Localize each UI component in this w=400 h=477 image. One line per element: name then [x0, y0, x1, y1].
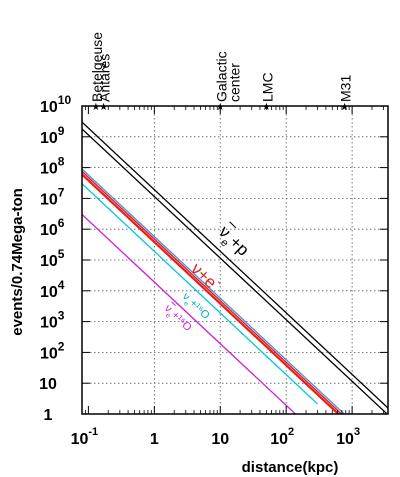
series-line-nu-e-blue — [82, 168, 346, 414]
y-tick-base: 1 — [44, 407, 53, 424]
x-tick-label: 10-1 — [71, 426, 99, 448]
x-tick-exponent: 3 — [354, 426, 360, 438]
y-tick-base: 10 — [40, 222, 58, 239]
marker-star-3: ★ — [262, 102, 271, 113]
y-tick-exponent: 10 — [58, 93, 72, 107]
y-tick-label: 1 — [44, 407, 53, 424]
x-tick-exponent: 2 — [288, 426, 294, 438]
y-tick-label: 106 — [40, 216, 65, 239]
marker-label-0: Betelgeuse — [89, 32, 105, 102]
y-tick-exponent: 4 — [58, 278, 65, 292]
marker-label-3: LMC — [259, 72, 275, 102]
x-axis-label: distance(kpc) — [242, 459, 339, 476]
label-nuebar-o16-rest: +¹⁶O — [169, 309, 194, 334]
series-layer — [82, 121, 388, 414]
y-tick-base: 10 — [40, 161, 58, 178]
marker-star-4: ★ — [340, 102, 349, 113]
label-nue-o16-sub: e — [182, 299, 190, 308]
grid — [82, 106, 388, 414]
series-line-nu-e-red-b — [82, 170, 343, 414]
x-tick-label: 1 — [150, 431, 159, 448]
series-line-nuebar-p-lower — [82, 128, 388, 414]
x-tick-label: 103 — [336, 426, 360, 448]
y-tick-label: 1010 — [40, 93, 71, 116]
x-tick-base: 1 — [150, 431, 159, 448]
marker-star-1: ★ — [99, 102, 108, 113]
y-tick-label: 105 — [40, 247, 65, 270]
x-tick-base: 10 — [211, 431, 229, 448]
label-nuebar-p-text: νe+p — [212, 222, 253, 263]
y-tick-base: 10 — [40, 315, 58, 332]
y-tick-base: 10 — [40, 191, 58, 208]
marker-label-1: Antares — [97, 54, 113, 102]
label-nuebar-p-bar — [229, 221, 237, 229]
x-tick-label: 10 — [211, 431, 229, 448]
x-tick-label: 102 — [270, 426, 294, 448]
marker-label-2: center — [226, 63, 242, 102]
y-tick-base: 10 — [40, 130, 58, 147]
y-axis-label: events/0.74Mega-ton — [9, 188, 26, 336]
y-tick-label: 103 — [40, 309, 65, 332]
y-tick-label: 104 — [40, 278, 65, 301]
y-tick-exponent: 9 — [58, 124, 65, 138]
label-nuebar-o16-sub: e — [164, 311, 172, 320]
y-tick-exponent: 8 — [58, 155, 65, 169]
marker-star-2: ★ — [216, 102, 225, 113]
x-tick-base: 10 — [270, 431, 288, 448]
series-line-nuebar-o16 — [82, 214, 297, 414]
x-tick-base: 10 — [71, 431, 89, 448]
y-tick-base: 10 — [39, 376, 57, 393]
marker-star-0: ★ — [91, 102, 100, 113]
y-tick-label: 107 — [40, 185, 65, 208]
series-line-nu-e-red-a — [82, 173, 340, 414]
y-tick-exponent: 3 — [58, 309, 65, 323]
y-tick-label: 10 — [39, 376, 57, 393]
marker-label-2: Galactic — [213, 51, 229, 102]
y-tick-base: 10 — [40, 253, 58, 270]
y-tick-exponent: 2 — [58, 339, 65, 353]
y-tick-label: 108 — [40, 155, 65, 178]
label-nuebar-p-rest: +p — [226, 232, 253, 259]
series-line-nue-o16 — [82, 183, 319, 405]
x-tick-exponent: -1 — [88, 426, 98, 438]
y-tick-exponent: 6 — [58, 216, 65, 230]
marker-label-4: M31 — [338, 75, 354, 102]
label-nuebar-o16-bar — [171, 301, 176, 307]
label-nue-o16-rest: +¹⁶O — [187, 297, 212, 322]
object-markers: ★Betelgeuse★Antares★Galacticcenter★LMC★M… — [89, 32, 354, 113]
ticks: 10-1 1 10 102 103110102103104105106107108109… — [39, 93, 388, 448]
x-tick-base: 10 — [336, 431, 354, 448]
y-tick-base: 10 — [40, 345, 58, 362]
y-tick-base: 10 — [40, 99, 58, 116]
y-tick-label: 109 — [40, 124, 65, 147]
y-tick-exponent: 7 — [58, 185, 65, 199]
y-tick-label: 102 — [40, 339, 65, 362]
series-line-nuebar-p-upper — [82, 121, 388, 409]
y-tick-base: 10 — [40, 284, 58, 301]
y-tick-exponent: 5 — [58, 247, 65, 261]
